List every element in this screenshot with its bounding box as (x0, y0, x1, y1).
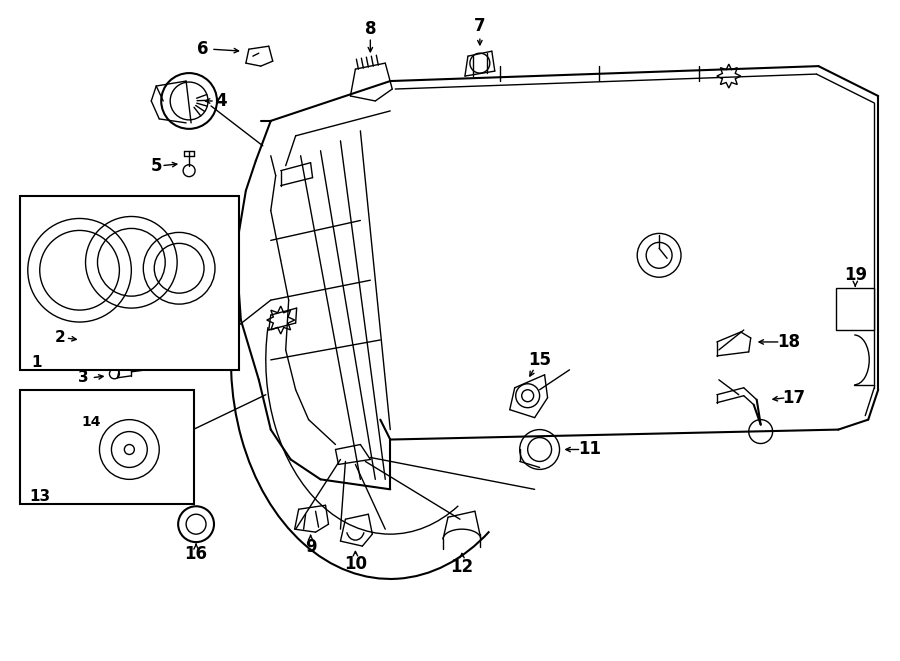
Text: 9: 9 (305, 538, 317, 556)
Text: 17: 17 (782, 389, 806, 407)
Text: 3: 3 (78, 370, 89, 385)
Text: 14: 14 (82, 414, 102, 428)
Text: 7: 7 (474, 17, 486, 35)
Bar (20, 390, 194, 504)
Text: 1: 1 (32, 356, 42, 370)
Text: 6: 6 (197, 40, 209, 58)
Text: 2: 2 (54, 330, 65, 346)
Text: 4: 4 (215, 92, 227, 110)
Text: 19: 19 (843, 266, 867, 284)
Text: 16: 16 (184, 545, 208, 563)
Text: 15: 15 (528, 351, 551, 369)
Text: 12: 12 (450, 558, 473, 576)
Text: 10: 10 (344, 555, 367, 573)
Text: 18: 18 (777, 333, 800, 351)
Text: 13: 13 (29, 488, 50, 504)
Text: 11: 11 (578, 440, 601, 459)
Text: 8: 8 (364, 20, 376, 38)
Bar (20, 196, 238, 370)
Text: 5: 5 (150, 157, 162, 175)
Bar (836, 288, 874, 330)
